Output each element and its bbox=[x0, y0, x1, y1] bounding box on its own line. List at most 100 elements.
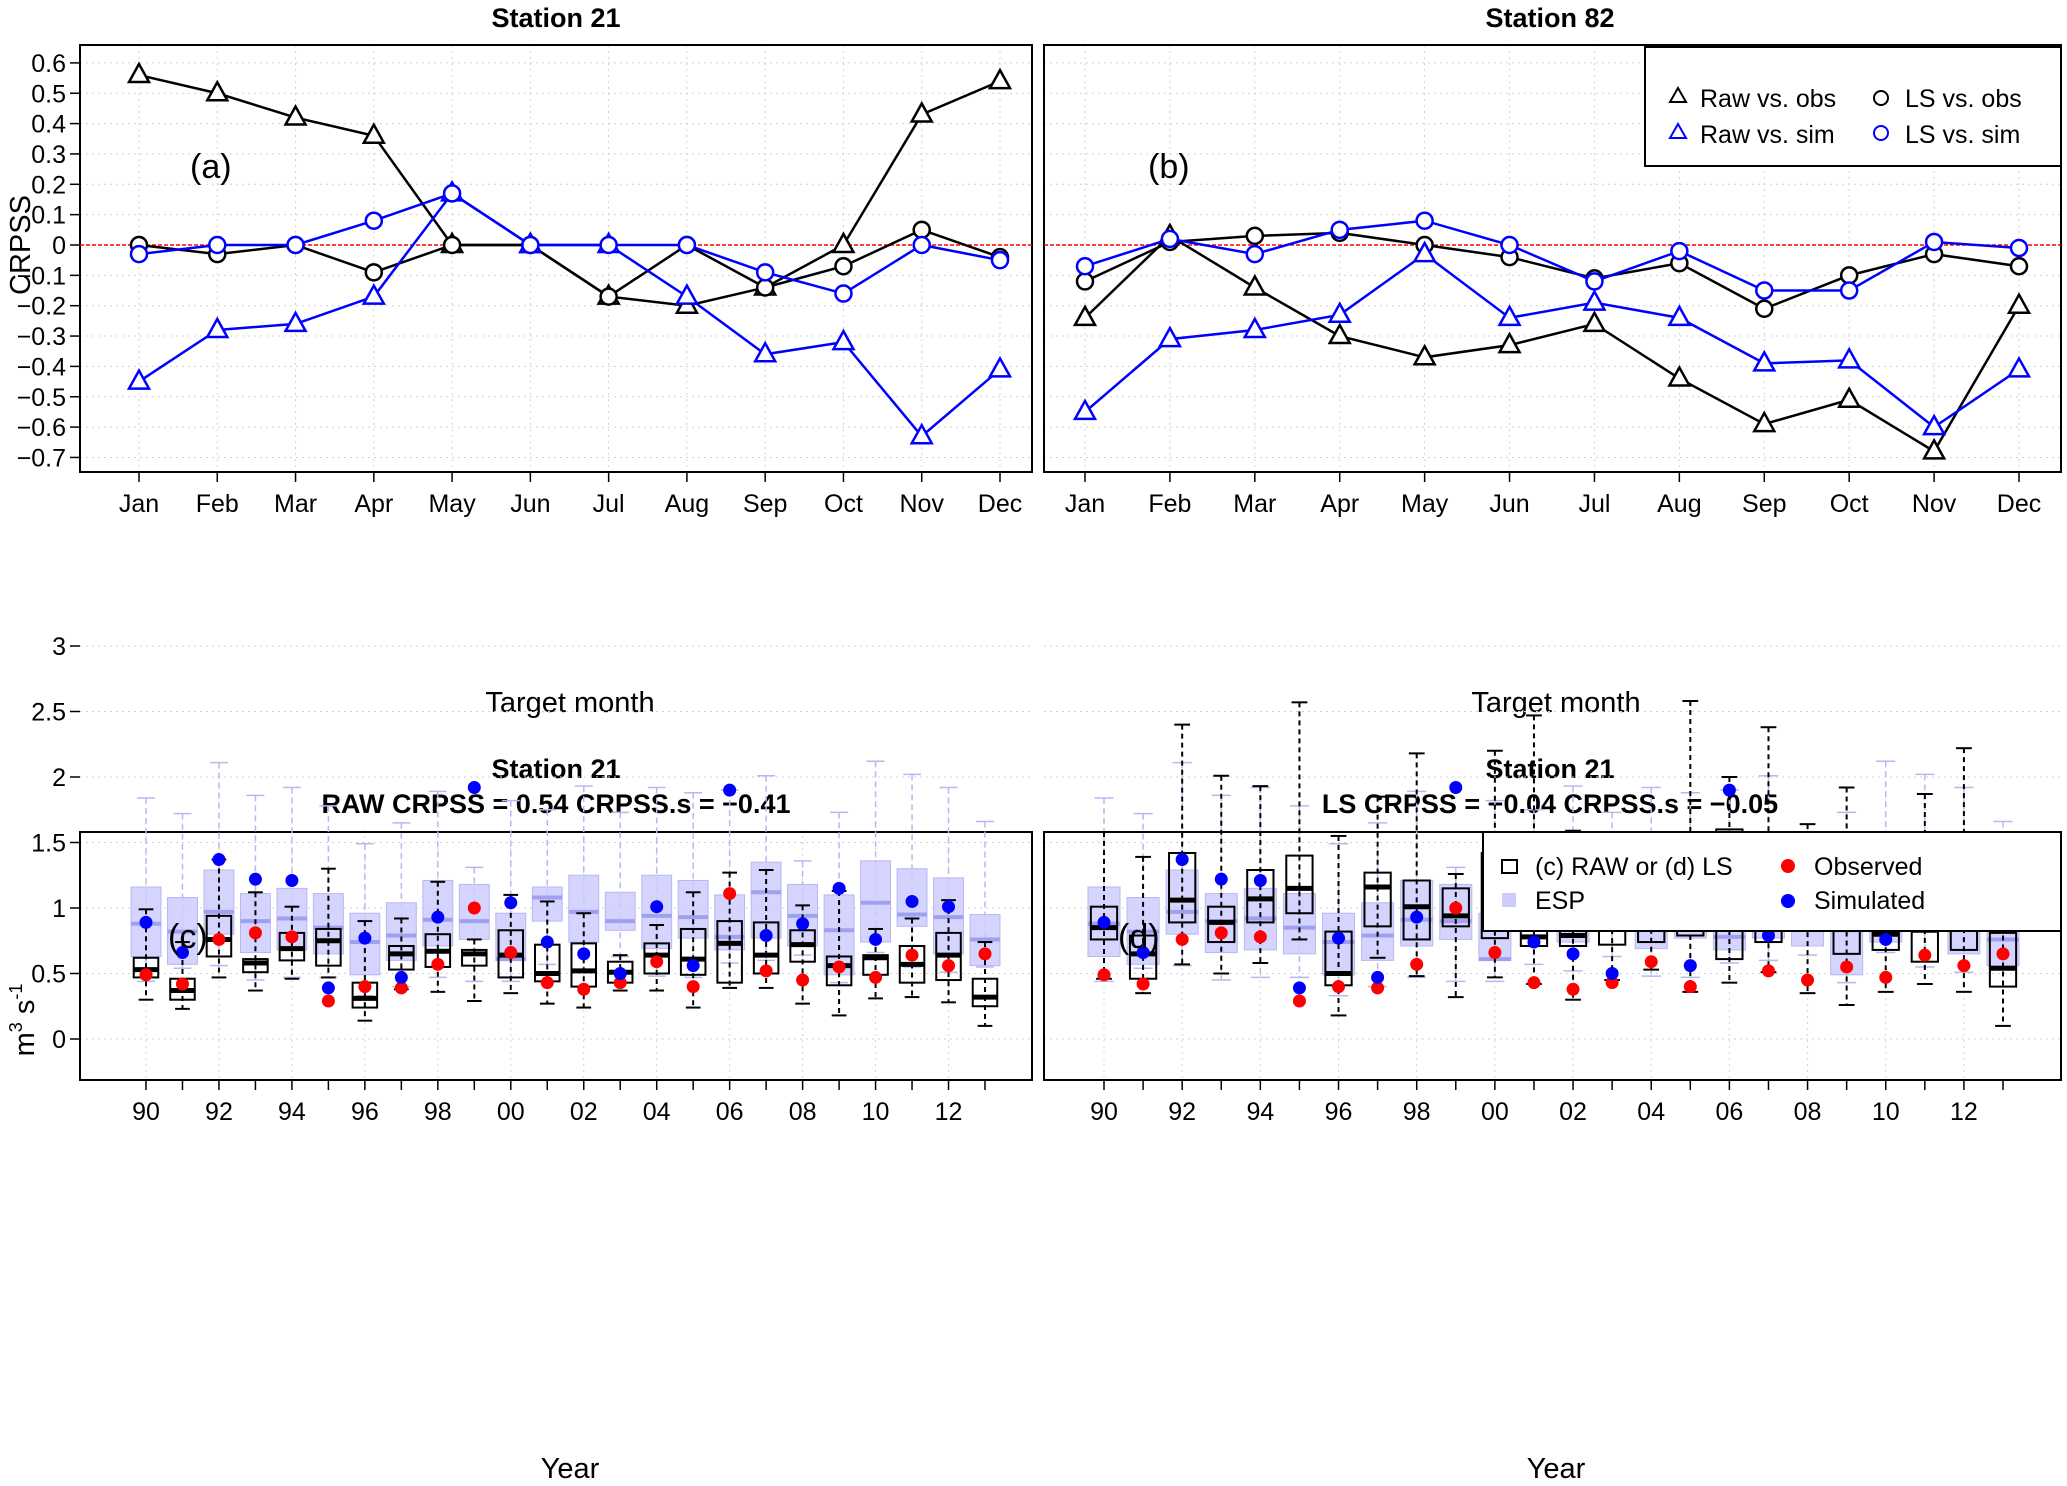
simulated-point bbox=[869, 932, 883, 946]
triangle-marker bbox=[361, 283, 386, 305]
x-tick-label: 96 bbox=[351, 1098, 379, 1126]
circle-marker bbox=[834, 284, 853, 303]
triangle-marker bbox=[909, 422, 934, 445]
circle-marker bbox=[755, 278, 775, 297]
observed-point bbox=[175, 977, 189, 991]
x-tick-label: Jan bbox=[1065, 490, 1105, 518]
observed-point bbox=[1801, 973, 1815, 987]
triangle-marker bbox=[1412, 240, 1437, 263]
triangle-marker bbox=[1921, 437, 1947, 460]
esp-box bbox=[604, 891, 636, 931]
circle-marker bbox=[1075, 256, 1095, 276]
x-tick-label: 90 bbox=[1090, 1098, 1118, 1126]
circle-marker bbox=[442, 235, 462, 255]
simulated-point bbox=[358, 931, 372, 945]
legend-triangle-black-icon bbox=[1668, 85, 1688, 103]
esp-box bbox=[568, 874, 600, 943]
simulated-point bbox=[175, 946, 189, 960]
y-tick-label: 1 bbox=[52, 895, 66, 923]
simulated-point bbox=[723, 783, 737, 797]
x-tick-label: Aug bbox=[1657, 490, 1701, 518]
observed-point bbox=[431, 957, 445, 971]
x-tick-label: 10 bbox=[862, 1098, 890, 1126]
y-tick-label: −0.2 bbox=[17, 293, 66, 321]
x-tick-label: May bbox=[428, 490, 476, 518]
observed-point bbox=[905, 948, 919, 962]
legend-forecast: (c) RAW or (d) LS bbox=[1535, 853, 1733, 881]
x-tick-label: 04 bbox=[643, 1098, 671, 1126]
triangle-marker bbox=[674, 283, 700, 305]
observed-point bbox=[504, 946, 518, 960]
circle-marker bbox=[1585, 272, 1604, 291]
panel-a-title: Station 21 bbox=[491, 3, 620, 33]
legend-ls-sim: LS vs. sim bbox=[1905, 121, 2020, 149]
simulated-point bbox=[139, 915, 153, 929]
panel-a-xlabel: Target month bbox=[485, 687, 654, 719]
forecast-box bbox=[1168, 851, 1197, 924]
simulated-point bbox=[832, 881, 846, 895]
observed-point bbox=[1957, 959, 1971, 973]
forecast-box bbox=[315, 927, 342, 967]
simulated-point bbox=[650, 900, 664, 914]
panel-a-ylabel: CRPSS bbox=[5, 195, 37, 295]
y-tick-label: 3 bbox=[52, 633, 66, 661]
x-tick-label: May bbox=[1401, 490, 1449, 518]
triangle-marker bbox=[831, 328, 856, 351]
forecast-box bbox=[971, 977, 999, 1008]
x-tick-label: Apr bbox=[1320, 490, 1359, 518]
circle-marker bbox=[286, 235, 305, 255]
triangle-marker bbox=[1327, 301, 1352, 324]
observed-point bbox=[1175, 932, 1189, 946]
panel-b-title: Station 82 bbox=[1485, 3, 1614, 33]
circle-marker bbox=[364, 263, 384, 282]
forecast-box bbox=[461, 948, 488, 967]
x-tick-label: Jul bbox=[1578, 490, 1610, 518]
legend-circle-black-icon bbox=[1873, 90, 1889, 106]
observed-point bbox=[1097, 968, 1111, 982]
legend-triangle-blue-icon bbox=[1668, 121, 1688, 139]
svg-text:m3 s-1: m3 s-1 bbox=[6, 984, 41, 1057]
y-tick-label: −0.4 bbox=[17, 353, 66, 381]
legend-observed-dot-icon bbox=[1781, 859, 1795, 873]
triangle-marker bbox=[1242, 316, 1267, 339]
forecast-box bbox=[825, 955, 853, 987]
simulated-point bbox=[1566, 947, 1580, 961]
circle-marker bbox=[364, 211, 384, 230]
x-tick-label: Sep bbox=[743, 490, 787, 518]
plot-frame bbox=[79, 44, 1033, 473]
y-tick-label: 0 bbox=[52, 232, 66, 260]
panel-b-xlabel: Target month bbox=[1471, 687, 1640, 719]
observed-point bbox=[139, 968, 153, 982]
observed-point bbox=[285, 930, 299, 944]
simulated-point bbox=[1332, 931, 1346, 945]
simulated-point bbox=[1449, 780, 1463, 794]
simulated-point bbox=[1253, 873, 1267, 887]
triangle-marker bbox=[1752, 410, 1777, 433]
observed-point bbox=[1879, 970, 1893, 984]
circle-marker bbox=[1839, 266, 1859, 285]
circle-marker bbox=[755, 263, 775, 282]
observed-point bbox=[1136, 977, 1150, 991]
circle-marker bbox=[208, 235, 227, 255]
observed-point bbox=[1683, 980, 1697, 994]
simulated-point bbox=[1683, 959, 1697, 973]
x-tick-label: Feb bbox=[1148, 490, 1191, 518]
triangle-marker bbox=[126, 368, 152, 390]
simulated-point bbox=[1879, 932, 1893, 946]
legend-circle-blue-icon bbox=[1873, 125, 1889, 141]
circle-marker bbox=[1670, 241, 1689, 261]
simulated-point bbox=[248, 872, 262, 886]
circle-marker bbox=[834, 256, 853, 276]
circle-marker bbox=[1075, 272, 1095, 291]
x-tick-label: Sep bbox=[1742, 490, 1786, 518]
circle-marker bbox=[129, 244, 149, 264]
circle-marker bbox=[442, 184, 462, 203]
simulated-point bbox=[1371, 970, 1385, 984]
legend-simulated-dot-icon bbox=[1781, 894, 1795, 908]
observed-point bbox=[1488, 946, 1502, 960]
x-tick-label: Apr bbox=[354, 490, 393, 518]
circle-marker bbox=[990, 250, 1010, 270]
simulated-point bbox=[504, 896, 518, 910]
y-tick-label: −0.7 bbox=[17, 444, 66, 472]
y-tick-label: 0.5 bbox=[31, 80, 66, 108]
